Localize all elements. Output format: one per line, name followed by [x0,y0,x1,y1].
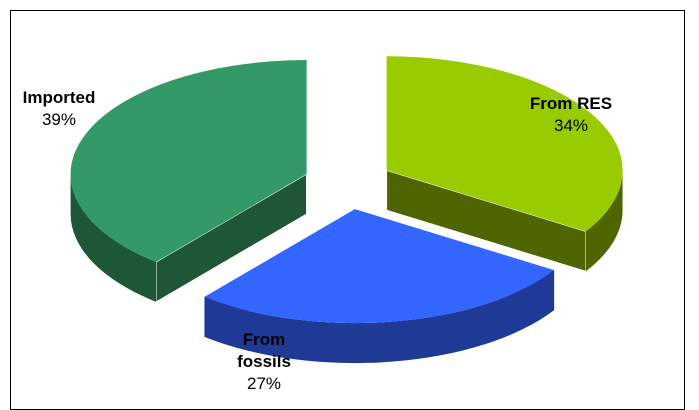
slice-side-imported [70,174,157,302]
slice-name-from-res: From RES [529,94,613,113]
slice-percent-from-fossils: 27% [246,374,282,393]
slice-side-from-fossils [204,270,555,364]
slice-percent-imported: 39% [41,110,77,129]
slice-from-fossils [204,209,555,324]
slice-from-res [386,56,623,232]
slice-percent-from-res: 34% [553,116,589,135]
slice-name-from-fossils: From fossils [237,330,291,371]
slice-imported [70,60,307,262]
slice-side-from-res [585,170,623,272]
slice-label-from-fossils: From fossils 27% [219,329,309,395]
slice-label-from-res: From RES 34% [530,93,612,137]
slice-label-imported: Imported 39% [23,87,96,131]
slice-name-imported: Imported [22,88,96,107]
pie-chart [70,56,623,364]
chart-frame: From RES 34% From fossils 27% Imported 3… [10,10,685,410]
slice-wall-from-res-1 [386,169,587,273]
